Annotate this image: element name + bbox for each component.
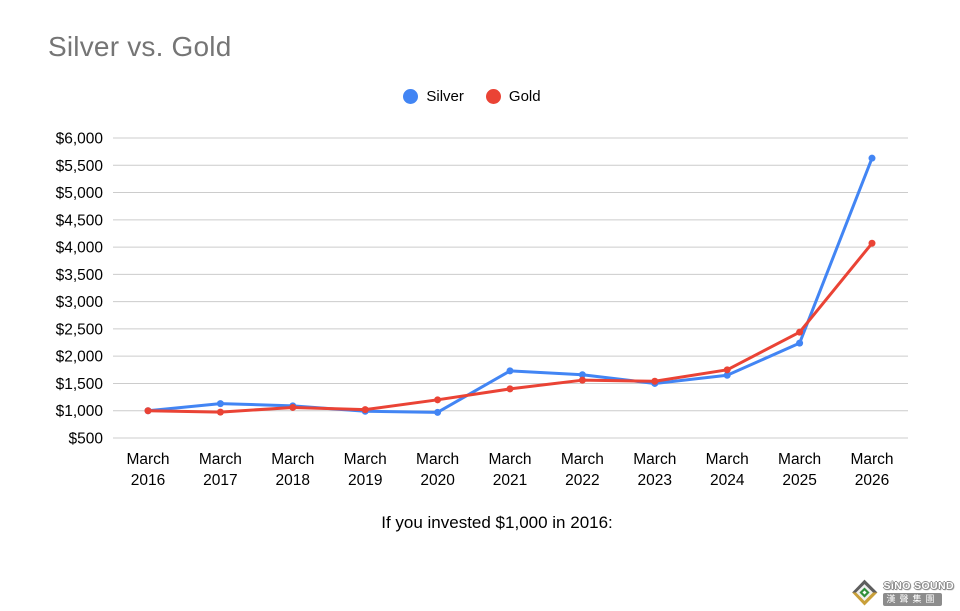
- y-axis-tick-label: $2,000: [56, 349, 104, 366]
- silver-data-point: [216, 400, 224, 408]
- y-axis-tick-label: $500: [69, 431, 104, 448]
- gold-data-point: [289, 403, 297, 411]
- gold-data-point: [216, 408, 224, 416]
- gold-data-point: [144, 407, 152, 415]
- gold-data-point: [434, 396, 442, 404]
- x-axis-tick-label: March 2017: [199, 451, 242, 489]
- y-axis-tick-label: $2,500: [56, 321, 104, 338]
- chart-title: Silver vs. Gold: [48, 31, 232, 62]
- chart-caption: If you invested $1,000 in 2016:: [381, 513, 613, 532]
- silver-data-point: [796, 339, 804, 347]
- legend-item-gold: Gold: [485, 88, 541, 105]
- silver-data-point: [868, 154, 876, 162]
- gold-data-point: [361, 406, 369, 414]
- y-axis-tick-label: $3,000: [56, 294, 104, 311]
- silver-data-point: [578, 371, 586, 379]
- gold-data-point: [578, 376, 586, 384]
- x-axis-tick-label: March 2020: [416, 451, 459, 489]
- silver-data-point: [723, 371, 731, 379]
- legend-label-gold: Gold: [508, 88, 541, 105]
- y-axis-tick-label: $5,000: [56, 185, 104, 202]
- silver-legend-dot-icon: [403, 89, 419, 104]
- x-axis-tick-label: March 2025: [778, 451, 821, 489]
- y-axis-tick-label: $4,500: [56, 212, 104, 229]
- x-axis-tick-label: March 2018: [271, 451, 314, 489]
- x-axis-tick-label: March 2026: [850, 451, 893, 489]
- watermark-text: SiNO SOUND 漢聲集團: [883, 580, 954, 606]
- x-axis-tick-label: March 2022: [561, 451, 604, 489]
- y-axis-tick-label: $5,500: [56, 158, 104, 175]
- gold-data-point: [796, 328, 804, 336]
- gold-data-point: [506, 385, 514, 393]
- gold-data-point: [723, 366, 731, 374]
- gold-data-point: [868, 239, 876, 247]
- sino-sound-diamond-icon: [852, 579, 878, 606]
- gold-legend-dot-icon: [485, 89, 501, 104]
- x-axis-tick-label: March 2016: [126, 451, 169, 489]
- legend-label-silver: Silver: [426, 88, 464, 105]
- x-axis-tick-label: March 2019: [344, 451, 387, 489]
- y-axis-tick-label: $6,000: [56, 131, 104, 148]
- watermark-brand: SiNO SOUND: [883, 579, 954, 592]
- x-axis-tick-label: March 2024: [706, 451, 749, 489]
- chart-legend: Silver Gold: [0, 88, 952, 105]
- legend-item-silver: Silver: [403, 88, 464, 105]
- silver-data-point: [506, 367, 514, 375]
- silver-data-point: [434, 408, 442, 416]
- gold-data-point: [651, 377, 659, 385]
- y-axis-tick-label: $1,000: [56, 403, 104, 420]
- watermark-chinese: 漢聲集團: [883, 592, 942, 606]
- y-axis-tick-label: $4,000: [56, 240, 104, 257]
- y-axis-tick-label: $1,500: [56, 376, 104, 393]
- y-axis-tick-label: $3,500: [56, 267, 104, 284]
- x-axis-tick-label: March 2021: [488, 451, 531, 489]
- x-axis-tick-label: March 2023: [633, 451, 676, 489]
- sino-sound-watermark: SiNO SOUND 漢聲集團: [851, 579, 954, 606]
